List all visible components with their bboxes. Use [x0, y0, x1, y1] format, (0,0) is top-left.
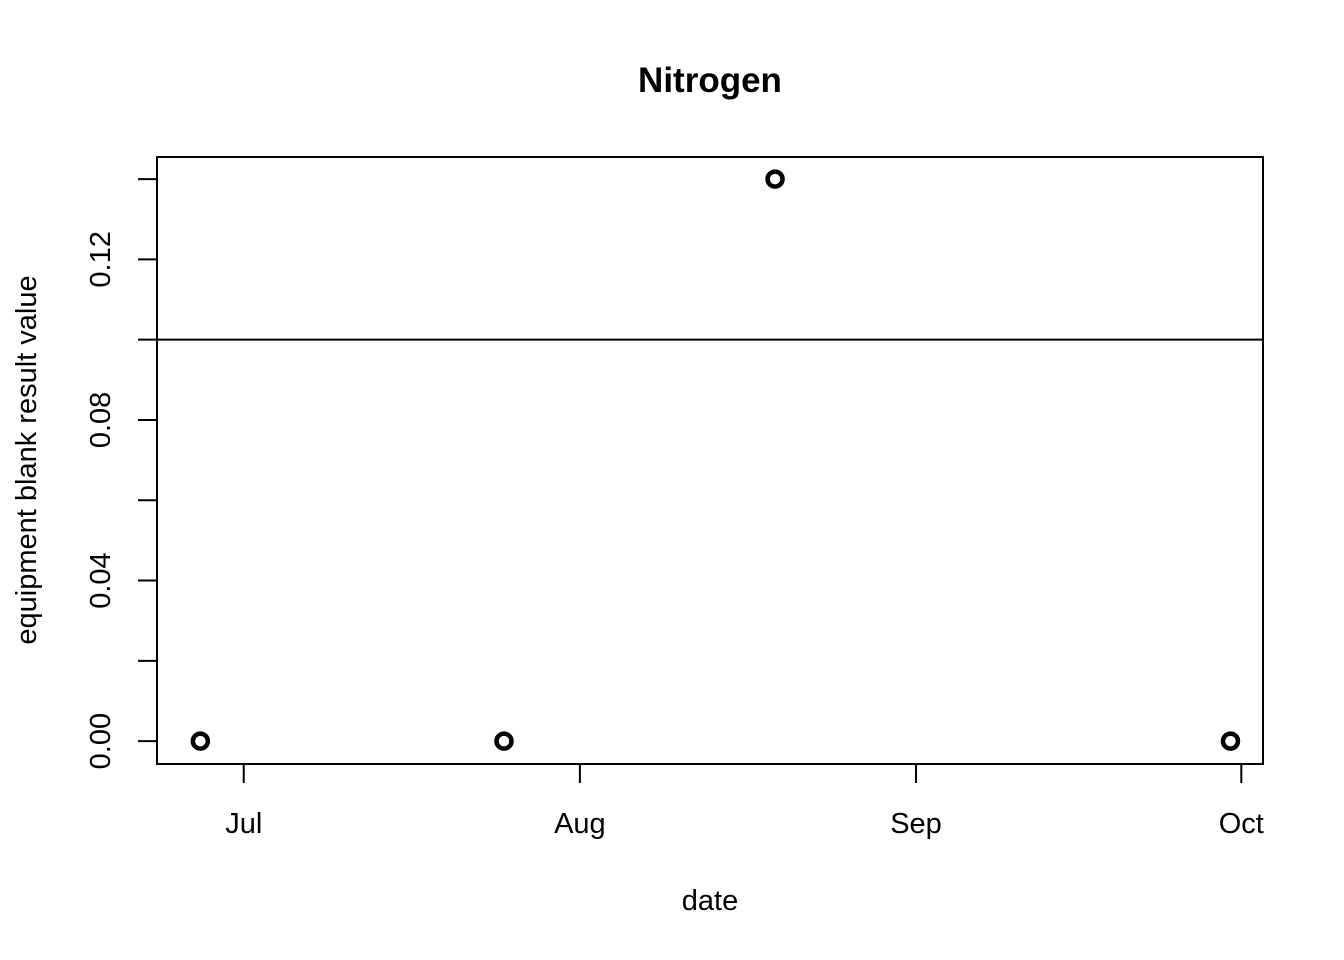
y-tick-label: 0.00: [85, 713, 117, 769]
x-tick-label: Oct: [1219, 808, 1264, 840]
chart-title: Nitrogen: [638, 61, 782, 100]
y-axis-label: equipment blank result value: [11, 275, 43, 644]
data-point: [765, 169, 785, 189]
x-tick-label: Aug: [554, 808, 606, 840]
plot-frame: [156, 156, 1264, 765]
x-axis: Jul Aug Sep Oct: [225, 764, 1264, 840]
x-axis-label: date: [682, 885, 738, 917]
data-point: [494, 731, 514, 751]
y-tick-label: 0.08: [85, 392, 117, 448]
y-axis: 0.00 0.04 0.08 0.12: [85, 178, 158, 769]
y-tick-label: 0.04: [85, 552, 117, 608]
data-point: [190, 731, 211, 751]
x-tick-label: Jul: [225, 808, 262, 840]
y-tick-label: 0.12: [85, 231, 117, 287]
data-points: [190, 169, 1241, 751]
x-tick-label: Sep: [890, 808, 942, 840]
data-point: [1220, 731, 1241, 751]
